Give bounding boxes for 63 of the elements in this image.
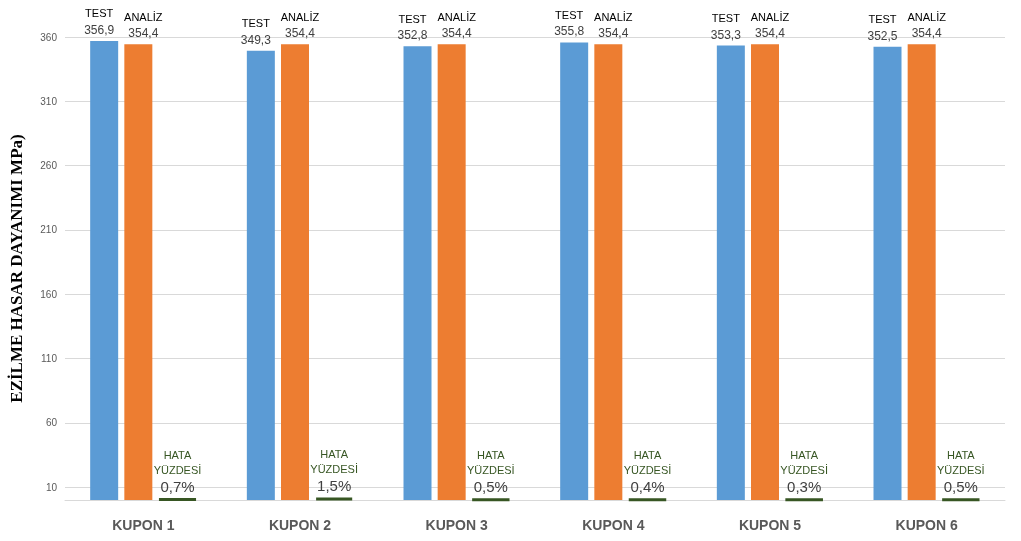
bar	[594, 44, 623, 500]
data-label: 0,7%	[160, 477, 195, 495]
bar	[751, 44, 779, 500]
bar	[716, 45, 745, 500]
data-label: 352,5	[867, 28, 898, 43]
y-tick-label: 360	[40, 31, 58, 43]
bar	[907, 44, 936, 500]
text: ANALİZ	[907, 10, 946, 23]
bar	[437, 44, 466, 500]
text: ANALİZ	[594, 10, 633, 23]
text: HATA YÜZDESİ	[466, 448, 515, 476]
text: TEST	[555, 8, 584, 21]
data-label: 0,5%	[473, 477, 508, 495]
x-tick-label: KUPON 2	[268, 517, 332, 533]
bar	[560, 42, 589, 500]
data-label: 353,3	[710, 27, 742, 42]
x-tick-label: KUPON 1	[112, 517, 175, 533]
y-tick-label: 10	[45, 481, 58, 493]
text: TEST	[868, 13, 897, 26]
text: ANALİZ	[280, 10, 320, 23]
data-label: 349,3	[240, 32, 272, 47]
data-label: 354,4	[598, 26, 629, 41]
bar	[124, 44, 153, 500]
text: TEST	[85, 7, 114, 20]
data-label: 354,4	[128, 26, 159, 41]
y-tick-label: 160	[40, 288, 58, 300]
text: HATA YÜZDESİ	[153, 448, 202, 476]
data-label: 355,8	[554, 24, 585, 39]
text: HATA YÜZDESİ	[310, 448, 358, 476]
series-label: TEST	[241, 17, 271, 30]
x-tick-label: KUPON 5	[738, 517, 802, 533]
series-label: ANALİZ	[124, 10, 163, 23]
text: HATA YÜZDESİ	[780, 448, 828, 476]
y-axis-title: EZİLME HASAR DAYANIMI MPa)	[7, 134, 26, 403]
data-label: 0,3%	[787, 477, 822, 495]
data-label: 0,4%	[630, 477, 665, 495]
data-label: 354,4	[754, 26, 786, 41]
bar	[281, 44, 309, 500]
text: HATA YÜZDESİ	[623, 448, 672, 476]
bar	[403, 46, 432, 500]
y-tick-label: 260	[40, 160, 58, 172]
bar	[90, 40, 119, 500]
y-tick-label: 210	[40, 224, 58, 236]
data-label: 1,5%	[317, 477, 352, 495]
text: ANALİZ	[750, 10, 790, 23]
y-tick-label: 310	[40, 95, 58, 107]
text: TEST	[398, 12, 427, 25]
x-tick-label: KUPON 4	[582, 517, 645, 533]
data-label: 352,8	[397, 28, 428, 43]
x-tick-label: KUPON 3	[425, 517, 488, 533]
y-tick-label: 60	[45, 417, 58, 429]
text: HATA YÜZDESİ	[936, 448, 985, 476]
data-label: 356,9	[84, 22, 115, 37]
data-label: 0,5%	[943, 477, 978, 495]
x-tick-label: KUPON 6	[895, 517, 958, 533]
y-tick-label: 110	[41, 353, 58, 365]
data-label: 354,4	[441, 26, 473, 41]
text: TEST	[711, 12, 740, 25]
text: ANALİZ	[437, 10, 476, 23]
data-label: 354,4	[284, 26, 316, 41]
data-label: 354,4	[911, 26, 943, 41]
bar	[246, 50, 275, 500]
bar	[873, 46, 902, 500]
